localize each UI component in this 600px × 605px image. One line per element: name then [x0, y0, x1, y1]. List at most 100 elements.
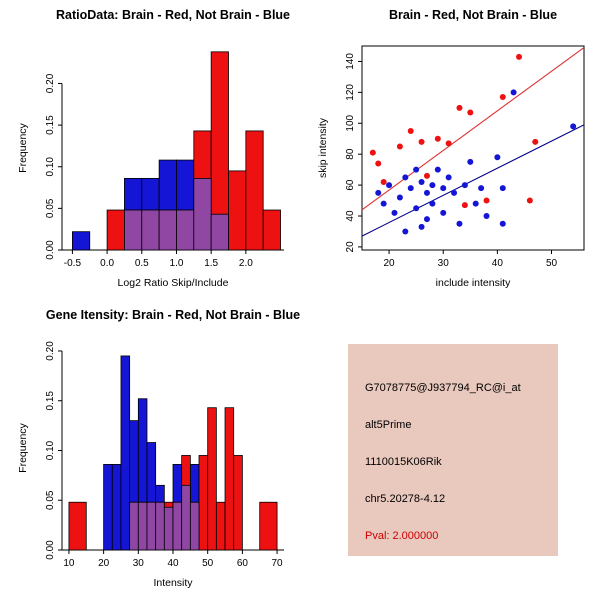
histogram-bar [111, 464, 122, 551]
histogram-bar [163, 506, 174, 551]
histogram-bar [198, 455, 209, 551]
scatter-point [396, 143, 403, 150]
histogram-bar [224, 407, 235, 551]
scatter-point [478, 185, 485, 192]
y-tick-label: 20 [345, 241, 356, 253]
histogram-bar [210, 213, 229, 251]
scatter-point [494, 154, 501, 161]
y-tick-label: 100 [345, 114, 356, 131]
y-tick-label: 0.10 [45, 440, 56, 460]
y-tick-label: 80 [345, 148, 356, 160]
scatter-point [429, 200, 436, 207]
probe-id-line: G7078775@J937794_RC@i_at [365, 382, 521, 394]
scatter-point [402, 174, 409, 181]
histogram-bar [228, 170, 247, 251]
scatter-point [467, 158, 474, 165]
x-tick-label: 0.5 [135, 258, 149, 269]
scatter-point [396, 194, 403, 201]
x-tick-label: -0.5 [64, 258, 82, 269]
scatter-point [456, 104, 463, 111]
scatter-point [461, 202, 468, 209]
scatter-point [418, 179, 425, 185]
y-tick-label: 120 [345, 84, 356, 101]
histogram-bar [124, 209, 143, 251]
x-tick-label: 10 [63, 558, 75, 569]
x-tick-label: 40 [492, 258, 504, 269]
histogram-bar [72, 231, 91, 251]
y-tick-label: 0.00 [45, 540, 56, 560]
scatter-point [451, 189, 458, 196]
scatter-point [510, 89, 517, 96]
scatter-point [499, 185, 506, 192]
scatter-point [483, 197, 490, 204]
scatter-point [440, 185, 447, 192]
histogram-bar [193, 177, 212, 251]
x-tick-label: 20 [384, 258, 396, 269]
scatter-point [380, 200, 387, 207]
scatter-point [375, 189, 382, 196]
x-tick-label: 20 [98, 558, 110, 569]
scatter-point [407, 128, 414, 134]
histogram-bar [189, 501, 200, 551]
histogram-bar [158, 209, 177, 251]
y-axis-label: Frequency [17, 122, 29, 172]
regression-line [361, 124, 585, 237]
scatter-point [499, 220, 506, 227]
histogram-bar [233, 455, 243, 551]
histogram-bar [129, 501, 139, 551]
x-tick-label: 40 [167, 558, 179, 569]
histogram-bar [120, 355, 131, 551]
histogram-bar [146, 501, 157, 551]
scatter-point [440, 209, 447, 216]
panel-intensity-scatter: 20 30 40 50 20 40 60 80 100 120 140 Brain - Red, No… [300, 0, 600, 300]
x-tick-label: 1.5 [204, 258, 218, 269]
x-axis-label: Log2 Ratio Skip/Include [118, 277, 229, 289]
scatter-point [413, 166, 420, 173]
scatter-point [456, 220, 463, 227]
histogram-bar [106, 209, 125, 251]
scatter-point [375, 160, 382, 167]
histogram-bar [137, 501, 148, 551]
scatter-point [467, 109, 474, 116]
gene-intensity-histogram-chart: 10 20 30 40 50 60 70 0.00 0.05 0.10 0.15 0.20 Gene I… [17, 308, 300, 589]
scatter-point [532, 138, 539, 145]
y-tick-label: 40 [345, 210, 356, 222]
gene-symbol-line: 1110015K06Rik [365, 456, 442, 468]
x-axis-label: Intensity [153, 577, 193, 589]
scatter-point [472, 200, 479, 207]
y-tick-label: 60 [345, 179, 356, 191]
scatter-point [445, 140, 452, 147]
locus-line: chr5.20278-4.12 [365, 493, 446, 505]
y-axis-label: skip intensity [317, 117, 329, 178]
scatter-point [516, 53, 523, 60]
panel-gene-info: G7078775@J937794_RC@i_at alt5Prime 11100… [300, 300, 600, 600]
y-tick-label: 0.05 [45, 198, 56, 218]
scatter-point [380, 179, 387, 185]
x-tick-label: 0.0 [100, 258, 114, 269]
histogram-bar [245, 130, 264, 251]
ratio-histogram-chart: -0.5 0.0 0.5 1.0 1.5 2.0 0.00 0.05 0.10 0.15 0.20 R… [17, 8, 290, 289]
scatter-point [434, 135, 441, 142]
scatter-point [423, 172, 430, 179]
y-tick-label: 0.05 [45, 490, 56, 510]
panel-ratio-histogram: -0.5 0.0 0.5 1.0 1.5 2.0 0.00 0.05 0.10 0.15 0.20 R… [0, 0, 300, 300]
histogram-bar [207, 407, 217, 551]
x-tick-label: 70 [272, 558, 284, 569]
chart-title: Brain - Red, Not Brain - Blue [389, 8, 557, 22]
y-tick-label: 0.15 [45, 391, 56, 411]
scatter-point [499, 94, 506, 100]
scatter-point [402, 228, 409, 235]
histogram-bar [103, 464, 113, 551]
scatter-point [423, 216, 430, 223]
scatter-point [429, 182, 436, 189]
histogram-bar [181, 484, 191, 551]
scatter-point [461, 182, 468, 189]
x-tick-label: 2.0 [239, 258, 253, 269]
x-tick-label: 30 [133, 558, 145, 569]
pval-line: Pval: 2.000000 [365, 530, 439, 542]
x-axis-label: include intensity [436, 277, 511, 289]
intensity-scatter-chart: 20 30 40 50 20 40 60 80 100 120 140 Brain - Red, No… [317, 8, 585, 289]
y-tick-label: 0.15 [45, 115, 56, 135]
x-tick-label: 50 [202, 558, 214, 569]
